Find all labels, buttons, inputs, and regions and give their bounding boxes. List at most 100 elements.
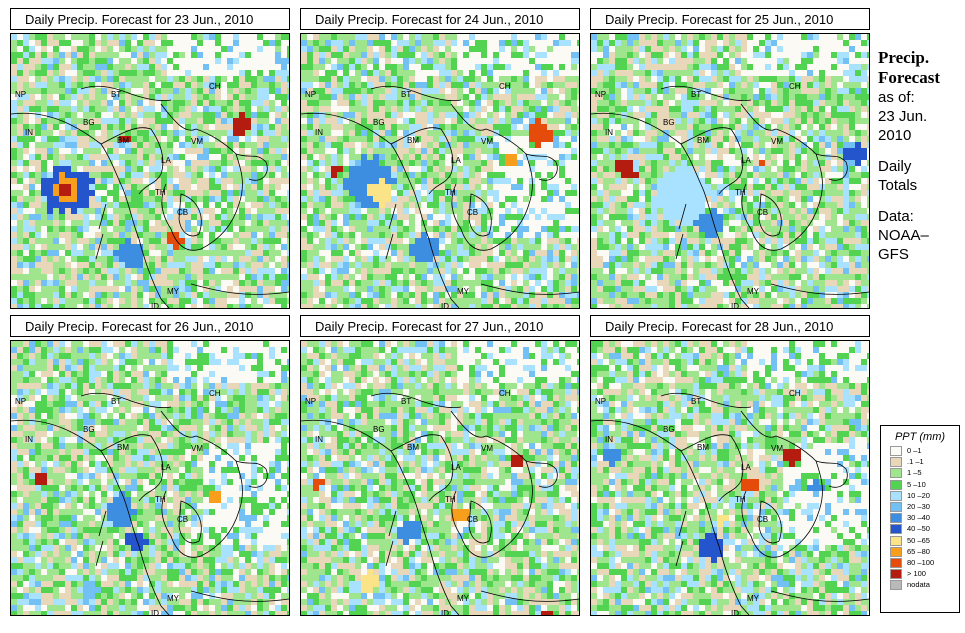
country-label-np: NP: [305, 90, 317, 99]
country-label-la: LA: [161, 156, 171, 165]
country-label-cb: CB: [177, 515, 189, 524]
panel-title: Daily Precip. Forecast for 24 Jun., 2010: [300, 8, 580, 30]
country-label-bt: BT: [111, 397, 122, 406]
coastline: [525, 153, 558, 181]
country-label-la: LA: [161, 463, 171, 472]
sidebar-heading-2: Forecast: [878, 68, 940, 87]
legend-swatch: [890, 457, 902, 468]
country-label-la: LA: [451, 463, 461, 472]
country-label-id: ID: [151, 609, 159, 616]
legend-swatch: [890, 490, 902, 501]
legend-swatch: [890, 580, 902, 591]
panel-title: Daily Precip. Forecast for 26 Jun., 2010: [10, 315, 290, 337]
border-line: [160, 410, 243, 558]
country-label-vm: VM: [481, 444, 493, 453]
country-label-vm: VM: [771, 444, 783, 453]
country-label-my: MY: [747, 287, 759, 296]
border-line: [390, 434, 454, 502]
country-label-my: MY: [747, 594, 759, 603]
country-label-in: IN: [315, 435, 323, 444]
country-label-bt: BT: [111, 90, 122, 99]
country-label-th: TH: [735, 495, 746, 504]
border-line: [160, 103, 243, 251]
coastline: [95, 510, 289, 602]
country-label-ch: CH: [499, 82, 511, 91]
legend-label: 65 –80: [907, 546, 930, 556]
country-label-cb: CB: [177, 208, 189, 217]
precip-field: [591, 34, 869, 308]
coastline: [675, 510, 869, 602]
sidebar-heading-1: Precip.: [878, 48, 930, 67]
legend-swatch: [890, 479, 902, 490]
country-label-id: ID: [441, 302, 449, 309]
legend-item: 65 –80: [890, 546, 959, 557]
country-label-bm: BM: [697, 136, 709, 145]
legend-label: nodata: [907, 580, 930, 590]
legend-item: 1 –5: [890, 467, 959, 479]
coastline: [95, 203, 289, 295]
legend-label: 40 –50: [907, 524, 930, 534]
coastline: [815, 153, 848, 181]
legend-swatch: [890, 535, 902, 546]
legend-item: 0 –1: [890, 445, 959, 456]
precip-field: [11, 341, 289, 615]
country-label-my: MY: [167, 287, 179, 296]
legend-label: 30 –40: [907, 513, 930, 523]
coastline: [675, 203, 869, 295]
coastline: [468, 193, 492, 237]
coastline: [525, 460, 558, 488]
country-label-np: NP: [595, 90, 607, 99]
country-label-cb: CB: [757, 208, 769, 217]
panel-title: Daily Precip. Forecast for 27 Jun., 2010: [300, 315, 580, 337]
coastline: [301, 419, 460, 615]
legend-item: nodata: [890, 579, 959, 591]
country-label-in: IN: [605, 435, 613, 444]
border-line: [740, 103, 823, 251]
coastline: [178, 193, 202, 237]
country-label-vm: VM: [481, 137, 493, 146]
legend-item: 80 –100: [890, 557, 959, 568]
country-label-la: LA: [741, 463, 751, 472]
country-label-bg: BG: [373, 118, 385, 127]
country-label-bt: BT: [691, 90, 702, 99]
border-line: [660, 392, 752, 409]
sidebar-info: Precip. Forecast as of: 23 Jun. 2010 Dai…: [878, 48, 964, 264]
country-label-cb: CB: [467, 515, 479, 524]
sidebar-data-3: GFS: [878, 246, 909, 263]
country-label-ch: CH: [789, 82, 801, 91]
border-line: [80, 392, 172, 409]
country-label-th: TH: [155, 495, 166, 504]
border-line: [660, 85, 752, 102]
precip-map: NP BT CH IN BG BM VM LA TH CB MY ID: [300, 340, 580, 616]
legend-swatch: [890, 524, 902, 535]
legend-title: PPT (mm): [894, 431, 946, 443]
border-line: [100, 434, 164, 502]
border-line: [740, 410, 823, 558]
coastline: [468, 500, 492, 544]
border-line: [100, 127, 164, 195]
coastline: [591, 112, 750, 308]
coastline: [385, 510, 579, 602]
country-label-id: ID: [731, 609, 739, 616]
border-line: [680, 127, 744, 195]
precip-field: [591, 341, 869, 615]
coastline: [235, 460, 268, 488]
legend-label: 20 –30: [907, 501, 930, 511]
coastline: [178, 500, 202, 544]
legend-label: 50 –65: [907, 535, 930, 545]
sidebar-date-2: 2010: [878, 127, 912, 144]
legend-swatch: [890, 501, 902, 512]
country-label-ch: CH: [209, 389, 221, 398]
country-label-la: LA: [451, 156, 461, 165]
panel-title: Daily Precip. Forecast for 25 Jun., 2010: [590, 8, 870, 30]
country-label-th: TH: [445, 188, 456, 197]
precip-field: [301, 341, 579, 615]
country-label-th: TH: [445, 495, 456, 504]
precip-map: NP BT CH IN BG BM VM LA TH CB MY ID: [10, 340, 290, 616]
coastline: [11, 419, 170, 615]
country-label-bm: BM: [697, 443, 709, 452]
border-line: [680, 434, 744, 502]
country-label-cb: CB: [467, 208, 479, 217]
country-label-in: IN: [605, 128, 613, 137]
border-line: [450, 410, 533, 558]
